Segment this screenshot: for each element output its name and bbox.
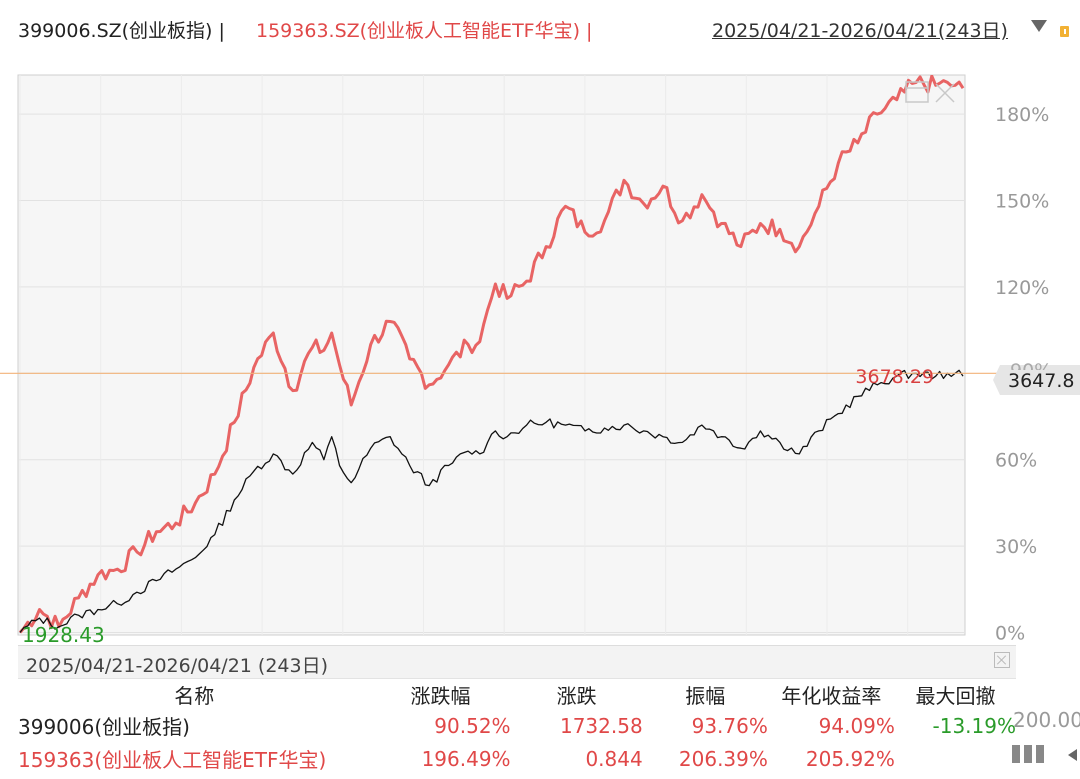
close-icon[interactable] bbox=[935, 83, 955, 103]
row-annualized: 94.09% bbox=[818, 713, 895, 738]
index-series-label[interactable]: 399006.SZ(创业板指) | bbox=[18, 20, 225, 42]
table-row[interactable]: 159363(创业板人工智能ETF华宝) 196.49% 0.844 206.3… bbox=[18, 742, 1016, 775]
partial-right-value: 200.00 bbox=[1013, 708, 1080, 732]
y-tick-label: 150% bbox=[995, 191, 1049, 213]
volume-bars-fragment bbox=[1012, 745, 1062, 763]
close-box-icon[interactable] bbox=[994, 652, 1010, 668]
row-amplitude: 206.39% bbox=[678, 746, 768, 771]
row-drawdown bbox=[895, 742, 1016, 775]
etf-series-label[interactable]: 159363.SZ(创业板人工智能ETF华宝) | bbox=[256, 20, 593, 42]
row-name: 159363(创业板人工智能ETF华宝) bbox=[18, 748, 327, 772]
start-value-label: 1928.43 bbox=[22, 623, 105, 645]
scroll-left-icon[interactable] bbox=[1068, 749, 1077, 761]
stats-range-label: 2025/04/21-2026/04/21 (243日) bbox=[26, 655, 329, 677]
caret-down-icon[interactable] bbox=[1031, 20, 1047, 32]
row-annualized: 205.92% bbox=[805, 746, 895, 771]
row-chg-pct: 90.52% bbox=[434, 713, 511, 738]
col-drawdown-header[interactable]: 最大回撤 bbox=[915, 683, 996, 708]
row-amplitude: 93.76% bbox=[691, 713, 768, 738]
y-tick-label: 30% bbox=[995, 536, 1037, 558]
stats-panel: 2025/04/21-2026/04/21 (243日) 名称 涨跌幅 涨跌 振… bbox=[18, 645, 1016, 779]
index-end-tag bbox=[993, 365, 1080, 395]
stats-table: 名称 涨跌幅 涨跌 振幅 年化收益率 最大回撤 399006(创业板指) 90.… bbox=[18, 679, 1016, 775]
series-group bbox=[18, 75, 965, 634]
y-tick-label: 0% bbox=[995, 623, 1025, 645]
col-amplitude-header[interactable]: 振幅 bbox=[685, 683, 726, 708]
info-badge-icon[interactable] bbox=[1060, 26, 1069, 37]
index-end-label: 3647.8 bbox=[1008, 370, 1074, 392]
etf-series-line bbox=[18, 75, 965, 634]
y-tick-label: 60% bbox=[995, 450, 1037, 472]
col-chg-pct-header[interactable]: 涨跌幅 bbox=[410, 683, 471, 708]
date-range-selector[interactable]: 2025/04/21-2026/04/21(243日) bbox=[712, 20, 1008, 42]
y-axis-labels: 0% 30% 60% 120% 150% 180% bbox=[995, 104, 1049, 644]
plot-area bbox=[17, 74, 966, 636]
y-tick-label: 120% bbox=[995, 277, 1049, 299]
col-name-header[interactable]: 名称 bbox=[174, 683, 215, 708]
table-row[interactable]: 399006(创业板指) 90.52% 1732.58 93.76% 94.09… bbox=[18, 709, 1016, 742]
index-series-line bbox=[19, 369, 964, 633]
comparison-chart[interactable]: 0% 30% 60% 120% 150% 180% 1928.43 3678.29 364… bbox=[0, 60, 1080, 645]
grid-lines bbox=[18, 75, 965, 635]
stats-panel-header: 2025/04/21-2026/04/21 (243日) bbox=[18, 646, 1016, 679]
row-drawdown: -13.19% bbox=[932, 713, 1016, 738]
col-chg-header[interactable]: 涨跌 bbox=[556, 683, 597, 708]
col-annualized-header[interactable]: 年化收益率 bbox=[781, 683, 882, 708]
table-header-row: 名称 涨跌幅 涨跌 振幅 年化收益率 最大回撤 bbox=[18, 679, 1016, 709]
etf-end-label: 3678.29 bbox=[855, 366, 934, 388]
row-chg: 0.844 bbox=[585, 746, 643, 771]
y-tick-label: 180% bbox=[995, 104, 1049, 126]
chart-header: 399006.SZ(创业板指) | 159363.SZ(创业板人工智能ETF华宝… bbox=[0, 0, 1080, 62]
maximize-icon[interactable] bbox=[905, 81, 929, 103]
row-chg: 1732.58 bbox=[559, 713, 643, 738]
row-name: 399006(创业板指) bbox=[18, 715, 190, 739]
row-chg-pct: 196.49% bbox=[421, 746, 511, 771]
